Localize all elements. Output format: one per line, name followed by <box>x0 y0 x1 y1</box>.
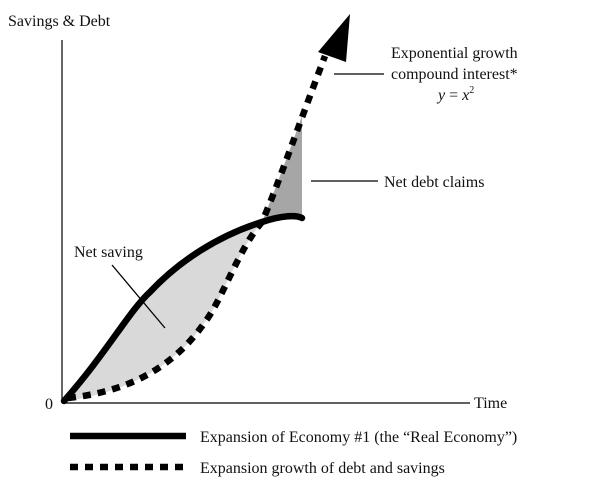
net-saving-region <box>62 222 262 402</box>
net-debt-claims-label: Net debt claims <box>384 174 484 191</box>
net-saving-label: Net saving <box>74 244 143 261</box>
net-saving-leader-line <box>111 264 166 329</box>
compound-interest-label: compound interest* <box>391 66 518 83</box>
legend-item-real-economy: Expansion of Economy #1 (the “Real Econo… <box>200 429 517 446</box>
net-debt-claims-region <box>262 116 302 222</box>
y-axis-label: Savings & Debt <box>8 13 111 30</box>
legend-item-debt-savings: Expansion growth of debt and savings <box>200 460 445 477</box>
growth-arrowhead <box>318 14 350 62</box>
equation-label: y = x2 <box>436 85 474 104</box>
exponential-growth-label: Exponential growth <box>391 45 518 62</box>
debt-savings-growth-curve <box>67 54 329 402</box>
legend: Expansion of Economy #1 (the “Real Econo… <box>70 429 517 477</box>
x-axis-label: Time <box>474 395 507 412</box>
origin-label: 0 <box>45 396 53 413</box>
real-economy-curve <box>60 212 306 405</box>
